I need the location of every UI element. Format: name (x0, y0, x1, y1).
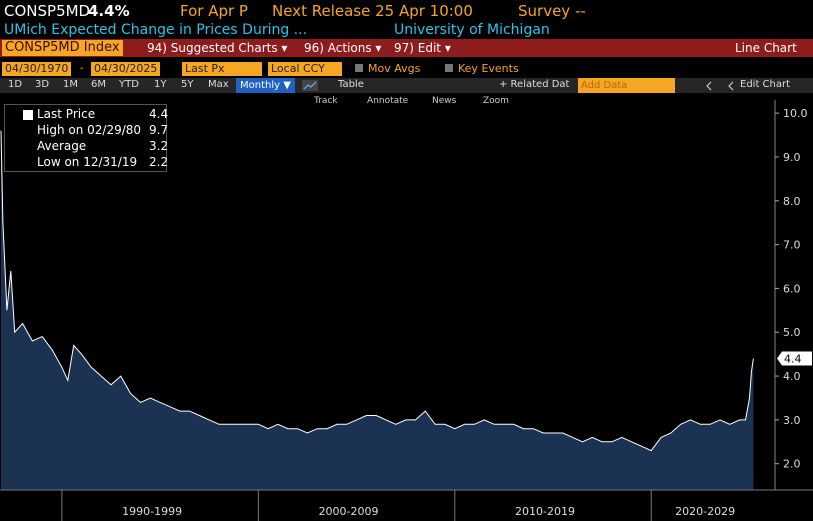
y-tick-label: 2.0 (783, 458, 801, 471)
legend-label: Average (37, 139, 87, 153)
icon (728, 81, 734, 91)
y-tick-label: 8.0 (783, 195, 801, 208)
tool[interactable]: News (432, 96, 457, 106)
range-button[interactable]: 1D (8, 79, 23, 90)
security-field[interactable]: CONSP5MD Index (2, 40, 123, 56)
icon-bg (302, 80, 318, 91)
end-date[interactable]: 04/30/2025 (91, 62, 161, 76)
x-tick-label: 2000-2009 (319, 505, 379, 518)
y-tick-label: 5.0 (783, 326, 801, 339)
menu-item[interactable]: 97) Edit ▾ (394, 41, 451, 55)
tool[interactable]: Annotate (367, 96, 409, 106)
date-separator: - (80, 63, 84, 74)
y-tick-label: 7.0 (783, 239, 801, 252)
legend-value: 2.2 (149, 155, 169, 169)
collapse-icons[interactable] (706, 81, 736, 91)
legend-label: Low on 12/31/19 (37, 155, 138, 169)
period: For Apr P (180, 2, 248, 20)
area (1, 130, 754, 490)
y-tick-label: 9.0 (783, 151, 801, 164)
chart-type[interactable]: Line Chart (735, 41, 797, 55)
security-name: UMich Expected Change in Prices During .… (4, 22, 308, 38)
y-tick-label: 6.0 (783, 282, 801, 295)
range-button[interactable]: 1M (63, 79, 78, 90)
menu-item[interactable]: 94) Suggested Charts ▾ (147, 41, 288, 55)
settings-bar: 04/30/1970 - 04/30/2025 Last Px Local CC… (0, 60, 813, 78)
legend-value: 9.7 (149, 123, 169, 137)
tool[interactable]: Track (314, 96, 338, 106)
x-tick-label: 2010-2019 (515, 505, 575, 518)
related-data[interactable]: + Related Dat (499, 79, 570, 90)
legend-swatch (23, 110, 33, 120)
legend-value: 3.2 (149, 139, 169, 153)
x-tick-label: 1990-1999 (122, 505, 182, 518)
currency[interactable]: Local CCY (268, 62, 342, 76)
last-value-label: 4.4 (784, 353, 802, 366)
frequency[interactable]: Monthly ▼ (236, 78, 295, 93)
icon (706, 81, 712, 91)
range-button[interactable]: 3D (35, 79, 50, 90)
toolbar: 1D 3D 1M 6M YTD 1Y 5Y Max Monthly ▼ Tabl… (0, 78, 813, 93)
range-button[interactable]: 5Y (181, 79, 194, 90)
tool[interactable]: Zoom (483, 96, 509, 106)
last-value-tag (777, 351, 812, 366)
legend-value: 4.4 (149, 107, 169, 121)
release: Next Release 25 Apr 10:00 (272, 2, 473, 20)
header-bar: CONSP5MD 4.4% For Apr P Next Release 25 … (0, 0, 813, 22)
legend: Last Price 4.4 High on 02/29/80 9.7 Aver… (4, 104, 169, 172)
add-data-input[interactable]: Add Data (578, 78, 675, 93)
range-button[interactable]: 1Y (154, 79, 167, 90)
range-button[interactable]: 6M (91, 79, 106, 90)
field[interactable]: Last Px (182, 62, 262, 76)
edit-chart[interactable]: Edit Chart (740, 79, 791, 90)
y-tick-label: 4.0 (783, 370, 801, 383)
x-tick-label: 2020-2029 (675, 505, 735, 518)
menu-item[interactable]: 96) Actions ▾ (304, 41, 382, 55)
change: 4.4% (88, 2, 130, 20)
checkbox[interactable] (355, 64, 363, 72)
range-button[interactable]: YTD (119, 79, 139, 90)
menu-bar: CONSP5MD Index 94) Suggested Charts ▾ 96… (0, 39, 813, 57)
y-tick-label: 10.0 (783, 107, 808, 120)
ticker: CONSP5MD (4, 2, 91, 20)
checkbox[interactable] (445, 64, 453, 72)
option[interactable]: Key Events (458, 62, 519, 75)
range-button[interactable]: Max (208, 79, 229, 90)
chart-icon[interactable] (302, 80, 318, 91)
tool-bar: Track Annotate News Zoom (0, 94, 813, 109)
subtitle-bar: UMich Expected Change in Prices During .… (0, 22, 813, 39)
option[interactable]: Mov Avgs (368, 62, 421, 75)
table-button[interactable]: Table (338, 79, 364, 90)
line (0, 130, 754, 452)
source: University of Michigan (394, 22, 550, 38)
icon-line (303, 81, 317, 90)
legend-label: Last Price (37, 107, 96, 121)
start-date[interactable]: 04/30/1970 (2, 62, 72, 76)
survey: Survey -- (518, 2, 586, 20)
y-tick-label: 3.0 (783, 414, 801, 427)
legend-label: High on 02/29/80 (37, 123, 142, 137)
